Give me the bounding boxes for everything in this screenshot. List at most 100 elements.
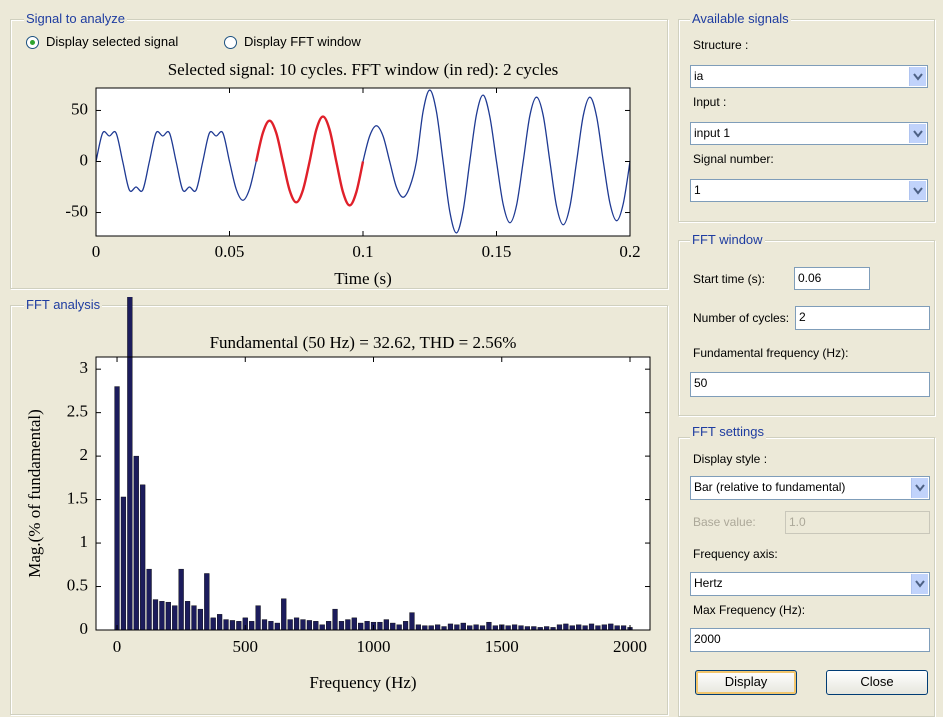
bar (601, 624, 607, 630)
select-value: Hertz (694, 576, 723, 590)
bar (268, 621, 274, 630)
select-value: input 1 (694, 126, 731, 140)
bar (505, 625, 511, 630)
bar (364, 621, 370, 630)
y-tick-label: 2 (80, 445, 89, 464)
bar (524, 626, 531, 630)
bar (428, 625, 434, 630)
bar (229, 620, 236, 630)
bar (409, 612, 415, 630)
bar (511, 624, 518, 630)
y-tick-label: 1.5 (67, 488, 88, 507)
radio-label[interactable]: Display FFT window (244, 34, 361, 49)
bar (178, 568, 184, 630)
chart-title: Selected signal: 10 cycles. FFT window (… (168, 60, 559, 79)
field-label: Number of cycles: (693, 311, 790, 325)
display-style-select[interactable]: Bar (relative to fundamental) (690, 476, 930, 500)
bar (274, 622, 280, 630)
base-value-input: 1.0 (785, 511, 930, 534)
radio-label[interactable]: Display selected signal (46, 34, 179, 49)
bar (390, 622, 396, 630)
bar (127, 297, 133, 630)
close-button[interactable]: Close (826, 670, 928, 695)
bar (159, 601, 165, 630)
bar (184, 601, 191, 630)
y-tick-label: 0 (80, 150, 89, 169)
bar (556, 624, 563, 630)
radio-selected-signal[interactable] (26, 36, 39, 49)
bar (255, 605, 261, 630)
fft-window-panel (678, 240, 935, 416)
bar (332, 608, 338, 630)
bar (402, 621, 409, 630)
y-tick-label: 2.5 (67, 402, 88, 421)
x-tick-label: 0.1 (352, 242, 373, 261)
panel-title: FFT analysis (24, 297, 103, 312)
radio-fft-window[interactable] (224, 36, 237, 49)
bar (358, 622, 364, 630)
select-value: 1 (694, 183, 701, 197)
select-value: ia (694, 69, 704, 83)
dropdown-arrow (909, 181, 926, 200)
bar (261, 619, 268, 630)
y-tick-label: 0 (80, 619, 89, 638)
bars (114, 297, 633, 630)
structure-select[interactable]: ia (690, 65, 928, 88)
bar (518, 625, 524, 630)
bar (563, 623, 569, 630)
fundamental-input[interactable]: 50 (690, 372, 930, 397)
cycles-input[interactable]: 2 (795, 306, 930, 330)
dropdown-arrow (909, 124, 926, 143)
bar (396, 624, 402, 630)
bar (467, 625, 473, 630)
bar (223, 619, 229, 630)
field-label: Structure : (693, 38, 749, 52)
bar (146, 568, 152, 630)
x-tick-label: 500 (233, 637, 259, 656)
bar (351, 617, 357, 630)
available-signals-panel (678, 19, 935, 222)
bar (537, 627, 543, 630)
bar (595, 625, 601, 630)
start-time-input[interactable]: 0.06 (794, 267, 870, 290)
x-tick-label: 2000 (613, 637, 647, 656)
plot-area (96, 357, 650, 630)
dropdown-arrow (911, 574, 928, 594)
bar (550, 627, 556, 630)
x-tick-label: 0.05 (215, 242, 245, 261)
field-label: Start time (s): (693, 272, 766, 286)
bar (569, 625, 575, 630)
bar (133, 455, 139, 630)
display-button[interactable]: Display (695, 670, 797, 695)
bar (588, 623, 595, 630)
bar (120, 496, 127, 630)
y-tick-label: 3 (80, 358, 89, 377)
field-label: Base value: (693, 515, 756, 529)
bar (293, 617, 300, 630)
bar (319, 624, 325, 630)
max-frequency-input[interactable]: 2000 (690, 628, 930, 652)
bar (614, 625, 620, 630)
panel-title: FFT settings (690, 424, 767, 439)
frequency-axis-select[interactable]: Hertz (690, 572, 930, 596)
bar (582, 625, 588, 630)
select-value: Bar (relative to fundamental) (694, 480, 846, 494)
y-tick-label: 0.5 (67, 575, 88, 594)
dropdown-arrow (911, 478, 928, 498)
field-label: Fundamental frequency (Hz): (693, 346, 849, 360)
bar (441, 626, 447, 630)
field-label: Max Frequency (Hz): (693, 603, 806, 617)
y-tick-label: 50 (71, 99, 88, 118)
bar (479, 625, 486, 630)
bar (435, 624, 441, 630)
y-tick-label: 1 (80, 532, 89, 551)
bar (236, 621, 242, 630)
signal-number-select[interactable]: 1 (690, 179, 928, 202)
bar (473, 624, 479, 630)
bar (300, 619, 306, 630)
input-select[interactable]: input 1 (690, 122, 928, 145)
bar (152, 599, 159, 630)
x-tick-label: 0.15 (482, 242, 512, 261)
